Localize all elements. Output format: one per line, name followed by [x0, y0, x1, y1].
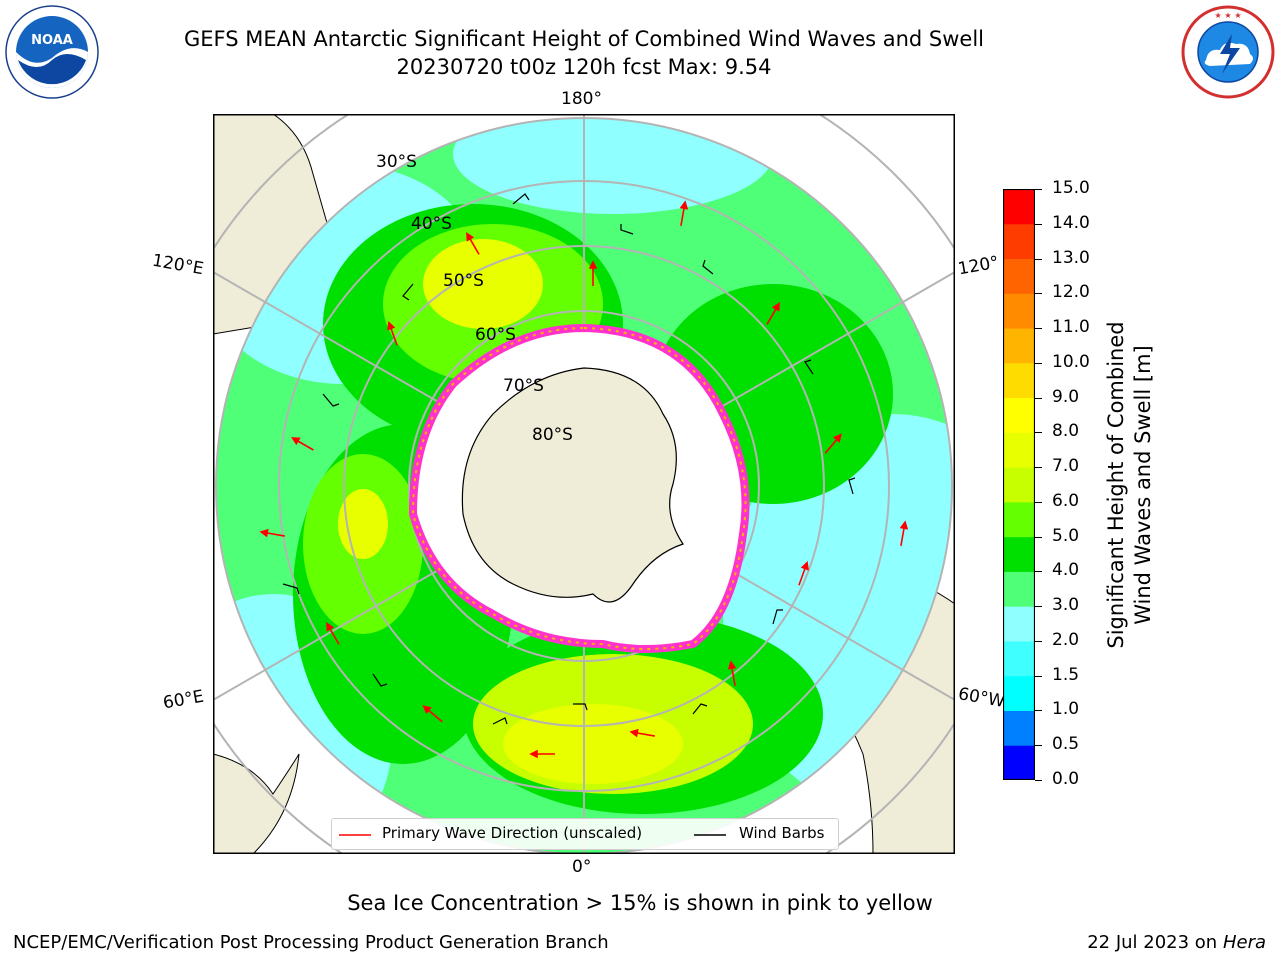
colorbar-band [1003, 397, 1035, 433]
colorbar-tick-label: 1.0 [1052, 699, 1080, 720]
footer-date: 22 Jul 2023 on Hera [1087, 932, 1266, 953]
colorbar-band [1003, 467, 1035, 503]
chart-title: GEFS MEAN Antarctic Significant Height o… [183, 27, 985, 51]
colorbar-tick-label: 4.0 [1052, 560, 1080, 581]
colorbar-band [1003, 258, 1035, 294]
colorbar-tick-label: 11.0 [1052, 317, 1090, 338]
colorbar-band [1003, 710, 1035, 746]
legend-item-wind-barbs: Wind Barbs [739, 824, 825, 842]
colorbar [1003, 189, 1035, 780]
footer-credit: NCEP/EMC/Verification Post Processing Pr… [13, 932, 609, 953]
lon-label-120e: 120°E [150, 250, 206, 280]
colorbar-tick-mark [1035, 432, 1042, 434]
lat-label-40s: 40°S [411, 214, 452, 234]
colorbar-tick-mark [1035, 780, 1042, 781]
colorbar-tick-mark [1035, 223, 1042, 225]
colorbar-tick-mark [1035, 258, 1042, 260]
legend-item-wave-direction: Primary Wave Direction (unscaled) [382, 824, 643, 842]
lon-label-0: 0° [572, 857, 592, 877]
lat-label-30s: 30°S [376, 152, 417, 172]
colorbar-band [1003, 606, 1035, 642]
colorbar-tick-label: 3.0 [1052, 595, 1080, 616]
wave-direction-swatch [339, 834, 371, 836]
map-legend: Primary Wave Direction (unscaled) Wind B… [331, 818, 839, 850]
colorbar-band [1003, 293, 1035, 329]
colorbar-tick-mark [1035, 606, 1042, 608]
colorbar-tick-mark [1035, 293, 1042, 295]
colorbar-label: Significant Height of Combined Wind Wave… [1104, 321, 1155, 649]
wave-arrows [259, 200, 909, 759]
colorbar-tick-mark [1035, 536, 1042, 538]
colorbar-tick-mark [1035, 362, 1042, 364]
lon-label-120w: 120° [956, 252, 1001, 280]
colorbar-tick-label: 12.0 [1052, 282, 1090, 303]
colorbar-band [1003, 745, 1035, 780]
wind-barbs [282, 193, 856, 725]
lat-label-80s: 80°S [532, 425, 573, 445]
colorbar-band [1003, 501, 1035, 538]
wind-barbs-swatch [694, 834, 726, 836]
lon-label-60e: 60°E [161, 686, 206, 714]
lat-label-50s: 50°S [443, 271, 484, 291]
colorbar-tick-label: 7.0 [1052, 456, 1080, 477]
colorbar-tick-mark [1035, 328, 1042, 330]
colorbar-band [1003, 675, 1035, 711]
colorbar-tick-mark [1035, 397, 1042, 399]
colorbar-band [1003, 640, 1035, 677]
land-africa [213, 753, 300, 854]
colorbar-tick-label: 13.0 [1052, 247, 1090, 268]
colorbar-band [1003, 362, 1035, 399]
noaa-logo: NOAA [5, 5, 99, 99]
colorbar-tick-label: 5.0 [1052, 525, 1080, 546]
chart-subtitle: 20230720 t00z 120h fcst Max: 9.54 [396, 55, 772, 79]
footer-host: Hera [1222, 932, 1266, 953]
lat-label-70s: 70°S [503, 376, 544, 396]
colorbar-tick-mark [1035, 189, 1042, 190]
colorbar-tick-label: 6.0 [1052, 490, 1080, 511]
lat-label-60s: 60°S [475, 325, 516, 345]
sea-ice-note: Sea Ice Concentration > 15% is shown in … [347, 891, 933, 915]
colorbar-tick-mark [1035, 710, 1042, 712]
colorbar-tick-label: 8.0 [1052, 421, 1080, 442]
colorbar-tick-label: 10.0 [1052, 351, 1090, 372]
svg-text:NOAA: NOAA [31, 33, 73, 48]
colorbar-tick-mark [1035, 501, 1042, 503]
colorbar-band [1003, 223, 1035, 260]
colorbar-band [1003, 571, 1035, 607]
colorbar-tick-label: 14.0 [1052, 212, 1090, 233]
colorbar-band [1003, 536, 1035, 572]
colorbar-tick-label: 2.0 [1052, 629, 1080, 650]
colorbar-tick-mark [1035, 571, 1042, 573]
colorbar-band [1003, 328, 1035, 364]
lon-label-60w: 60°W [956, 684, 1007, 712]
colorbar-tick-label: 0.5 [1052, 734, 1080, 755]
colorbar-tick-label: 15.0 [1052, 178, 1090, 198]
colorbar-tick-mark [1035, 745, 1042, 747]
nws-logo: ★ ★ ★ [1181, 5, 1275, 99]
land-antarctica [461, 367, 684, 603]
colorbar-tick-label: 0.0 [1052, 769, 1080, 789]
colorbar-tick-mark [1035, 640, 1042, 642]
colorbar-tick-label: 9.0 [1052, 386, 1080, 407]
colorbar-tick-mark [1035, 675, 1042, 677]
colorbar-band [1003, 189, 1035, 225]
polar-map [213, 114, 955, 854]
lon-label-180: 180° [561, 89, 602, 109]
svg-text:★ ★ ★: ★ ★ ★ [1214, 11, 1241, 20]
colorbar-tick-label: 1.5 [1052, 664, 1080, 685]
colorbar-tick-mark [1035, 467, 1042, 469]
colorbar-band [1003, 432, 1035, 468]
